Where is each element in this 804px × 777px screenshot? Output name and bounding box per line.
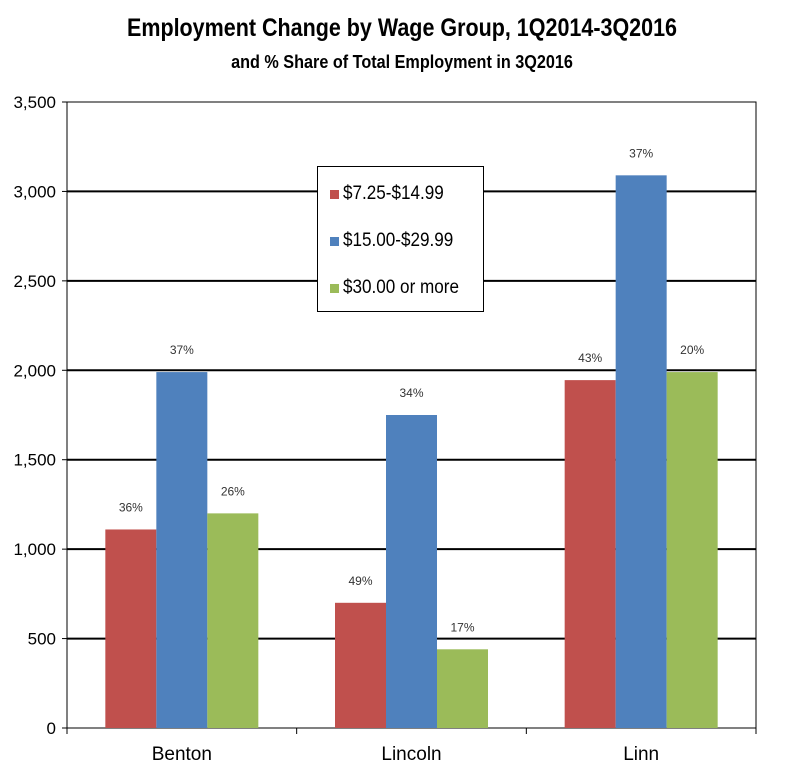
legend-label-high-wage: $30.00 or more — [343, 277, 459, 298]
x-tick-label: Linn — [623, 744, 659, 765]
data-label: 43% — [578, 351, 602, 365]
y-tick-label: 0 — [47, 719, 56, 738]
data-label: 17% — [450, 620, 474, 634]
legend-swatch-high-wage — [330, 283, 339, 293]
bar — [615, 175, 667, 728]
chart-legend: $7.25-$14.99 $15.00-$29.99 $30.00 or mor… — [317, 166, 484, 312]
legend-item-high-wage: $30.00 or more — [330, 275, 472, 301]
bar — [666, 372, 718, 728]
legend-label-low-wage: $7.25-$14.99 — [343, 183, 444, 204]
bar — [335, 602, 386, 728]
chart-subtitle: and % Share of Total Employment in 3Q201… — [231, 52, 573, 72]
legend-swatch-mid-wage — [330, 236, 339, 246]
legend-swatch-low-wage — [330, 189, 339, 199]
legend-item-mid-wage: $15.00-$29.99 — [330, 228, 466, 254]
x-tick-label: Benton — [152, 744, 212, 765]
y-tick-label: 1,000 — [13, 540, 56, 559]
data-label: 36% — [119, 500, 143, 514]
y-tick-label: 1,500 — [13, 451, 56, 470]
data-label: 49% — [348, 574, 372, 588]
bar — [156, 372, 208, 728]
data-label: 37% — [629, 146, 653, 160]
y-tick-label: 500 — [28, 630, 56, 649]
x-tick-label: Lincoln — [381, 744, 441, 765]
y-tick-label: 2,500 — [13, 272, 56, 291]
data-label: 37% — [170, 343, 194, 357]
legend-label-mid-wage: $15.00-$29.99 — [343, 230, 454, 251]
data-label: 20% — [680, 343, 704, 357]
data-label: 34% — [399, 386, 423, 400]
chart-title: Employment Change by Wage Group, 1Q2014-… — [126, 14, 677, 42]
bar — [386, 415, 437, 728]
y-tick-label: 3,500 — [13, 93, 56, 112]
y-tick-label: 2,000 — [13, 361, 56, 380]
y-tick-label: 3,000 — [13, 182, 56, 201]
bar — [564, 380, 616, 728]
bar — [207, 513, 259, 728]
bar — [437, 649, 488, 728]
bar — [105, 529, 157, 728]
legend-item-low-wage: $7.25-$14.99 — [330, 181, 455, 207]
data-label: 26% — [221, 484, 245, 498]
